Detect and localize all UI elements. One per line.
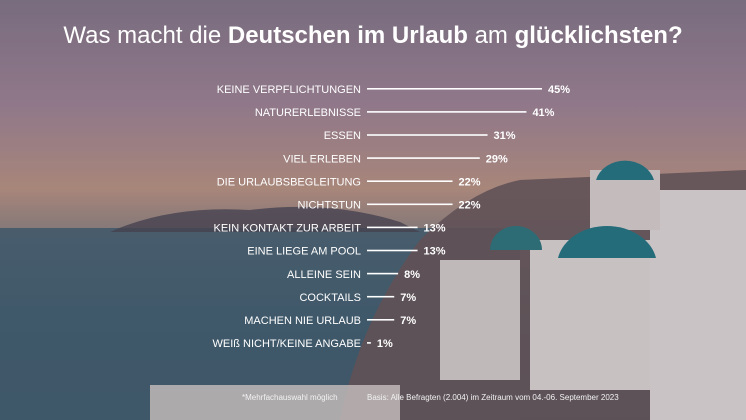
category-label: DIE URLAUBSBEGLEITUNG: [217, 176, 361, 188]
bar: [367, 111, 527, 113]
category-label: KEIN KONTAKT ZUR ARBEIT: [213, 223, 361, 235]
value-label: 41%: [532, 107, 554, 119]
category-label: NATURERLEBNISSE: [255, 107, 361, 119]
category-label: MACHEN NIE URLAUB: [244, 315, 361, 327]
bar: [367, 226, 418, 229]
footnote-multiple-choice: *Mehrfachauswahl möglich: [242, 393, 338, 402]
bar: [367, 157, 480, 159]
category-label: ALLEINE SEIN: [287, 269, 361, 281]
page-title: Was macht die Deutschen im Urlaub am glü…: [0, 20, 746, 52]
title-part-2: Deutschen im Urlaub: [227, 22, 468, 49]
value-label: 13%: [424, 223, 446, 235]
bar: [367, 319, 395, 321]
title-part-4: glücklichsten?: [514, 22, 683, 49]
title-part-3: am: [467, 22, 515, 49]
category-label: ESSEN: [324, 130, 361, 142]
value-label: 7%: [400, 292, 416, 304]
bar: [367, 249, 418, 252]
footnote-basis: Basis: Alle Befragten (2.004) im Zeitrau…: [367, 393, 619, 402]
value-label: 7%: [400, 315, 416, 327]
bar: [367, 88, 542, 90]
category-label: EINE LIEGE AM POOL: [247, 246, 361, 258]
bar: [367, 180, 453, 182]
value-label: 22%: [459, 200, 481, 212]
value-label: 22%: [459, 176, 481, 188]
title-part-1: Was macht die: [63, 22, 228, 49]
category-label: NICHTSTUN: [297, 200, 361, 212]
bar: [367, 134, 488, 136]
bar: [367, 203, 453, 206]
value-label: 13%: [424, 246, 446, 258]
value-label: 29%: [486, 153, 508, 165]
category-label: WEIß NICHT/KEINE ANGABE: [212, 338, 361, 350]
value-label: 1%: [377, 338, 393, 350]
value-label: 8%: [404, 269, 420, 281]
category-label: VIEL ERLEBEN: [283, 153, 361, 165]
value-label: 45%: [548, 84, 570, 96]
value-label: 31%: [494, 130, 516, 142]
category-label: KEINE VERPFLICHTUNGEN: [217, 84, 361, 96]
bar: [367, 342, 371, 344]
category-label: COCKTAILS: [299, 292, 361, 304]
bar: [367, 272, 399, 275]
bar: [367, 295, 395, 298]
